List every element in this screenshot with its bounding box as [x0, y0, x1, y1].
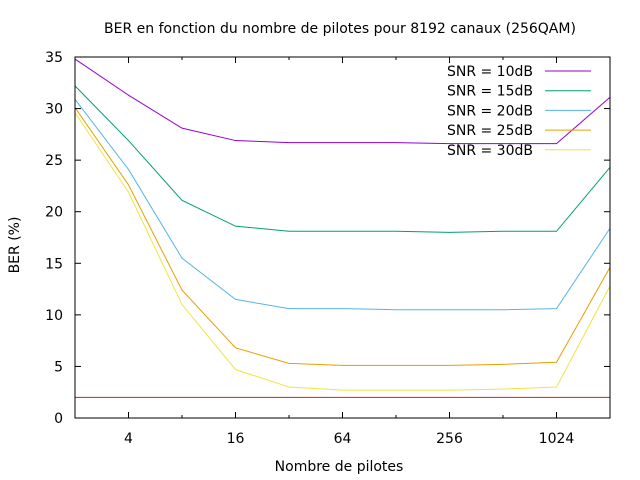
legend-label: SNR = 10dB — [447, 64, 533, 80]
y-tick-label: 20 — [45, 205, 63, 221]
chart-title: BER en fonction du nombre de pilotes pou… — [104, 21, 576, 37]
x-axis-title: Nombre de pilotes — [275, 459, 404, 475]
series-line-4 — [74, 107, 611, 366]
plot-area — [74, 58, 611, 398]
series-line-1 — [74, 58, 611, 145]
y-tick-label: 0 — [54, 411, 63, 427]
series-line-5 — [74, 112, 611, 391]
series-line-2 — [74, 85, 611, 233]
x-tick-label: 16 — [227, 431, 245, 447]
legend-label: SNR = 30dB — [447, 143, 533, 159]
legend-label: SNR = 20dB — [447, 103, 533, 119]
y-axis-title: BER (%) — [7, 217, 23, 274]
y-tick-label: 10 — [45, 308, 63, 324]
axes: 0 5 10 15 20 25 30 35 4 16 64 256 1024 — [45, 50, 611, 447]
legend-label: SNR = 25dB — [447, 123, 533, 139]
y-tick-label: 35 — [45, 50, 63, 66]
y-tick-label: 25 — [45, 153, 63, 169]
series-line-3 — [74, 98, 611, 311]
x-tick-label: 256 — [436, 431, 463, 447]
y-tick-label: 15 — [45, 256, 63, 272]
x-tick-label: 1024 — [539, 431, 575, 447]
x-tick-label: 4 — [124, 431, 133, 447]
y-tick-label: 5 — [54, 359, 63, 375]
legend: SNR = 10dB SNR = 15dB SNR = 20dB SNR = 25dB… — [447, 64, 591, 159]
legend-label: SNR = 15dB — [447, 84, 533, 100]
y-tick-label: 30 — [45, 102, 63, 118]
x-tick-label: 64 — [334, 431, 352, 447]
